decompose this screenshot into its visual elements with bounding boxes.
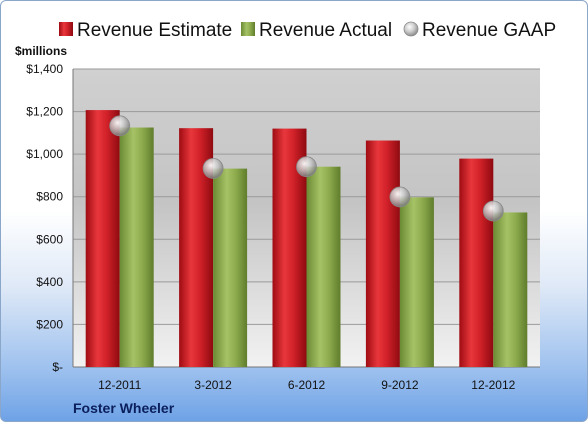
legend-swatch-revenue-estimate	[59, 22, 73, 36]
gaap-markers	[109, 115, 504, 222]
legend-swatch-revenue-actual	[241, 22, 255, 36]
bar-revenue-actual	[493, 212, 528, 367]
bar-revenue-estimate	[365, 140, 400, 367]
bar-revenue-actual	[213, 168, 248, 367]
bar-revenue-actual	[306, 166, 341, 367]
legend-label-revenue-gaap: Revenue GAAP	[422, 20, 556, 41]
x-axis-ticks: 12-2011 3-2012 6-2012 9-2012 12-2012	[98, 378, 516, 392]
x-tick-label: 6-2012	[288, 378, 326, 392]
chart-legend: Revenue Estimate Revenue Actual Revenue GA…	[59, 20, 556, 41]
y-axis-unit-label: $millions	[15, 44, 67, 58]
y-tick-label: $1,400	[26, 62, 63, 76]
y-tick-label: $200	[36, 317, 63, 331]
marker-revenue-gaap	[109, 115, 131, 137]
x-tick-label: 9-2012	[381, 378, 419, 392]
bars	[85, 110, 528, 368]
y-axis-ticks: $- $200 $400 $600 $800 $1,000 $1,200 $1,400	[26, 62, 63, 374]
y-tick-label: $1,200	[26, 105, 63, 119]
bar-revenue-estimate	[459, 158, 494, 367]
legend-swatch-revenue-gaap	[403, 21, 419, 37]
marker-revenue-gaap	[389, 186, 411, 208]
legend-label-revenue-estimate: Revenue Estimate	[77, 20, 232, 41]
y-tick-label: $800	[36, 190, 63, 204]
x-tick-label: 12-2011	[98, 378, 141, 392]
marker-revenue-gaap	[296, 156, 317, 178]
company-name: Foster Wheeler	[73, 400, 175, 416]
legend-label-revenue-actual: Revenue Actual	[259, 20, 392, 41]
marker-revenue-gaap	[202, 158, 224, 179]
x-tick-label: 12-2012	[471, 378, 515, 392]
bar-revenue-actual	[399, 197, 434, 367]
marker-revenue-gaap	[482, 200, 504, 222]
bar-revenue-estimate	[85, 110, 120, 368]
y-tick-label: $400	[36, 275, 63, 289]
bar-revenue-actual	[119, 127, 154, 368]
y-tick-label: $1,000	[26, 147, 63, 161]
x-tick-label: 3-2012	[194, 378, 232, 392]
y-tick-label: $-	[52, 360, 63, 374]
y-tick-label: $600	[36, 232, 63, 246]
